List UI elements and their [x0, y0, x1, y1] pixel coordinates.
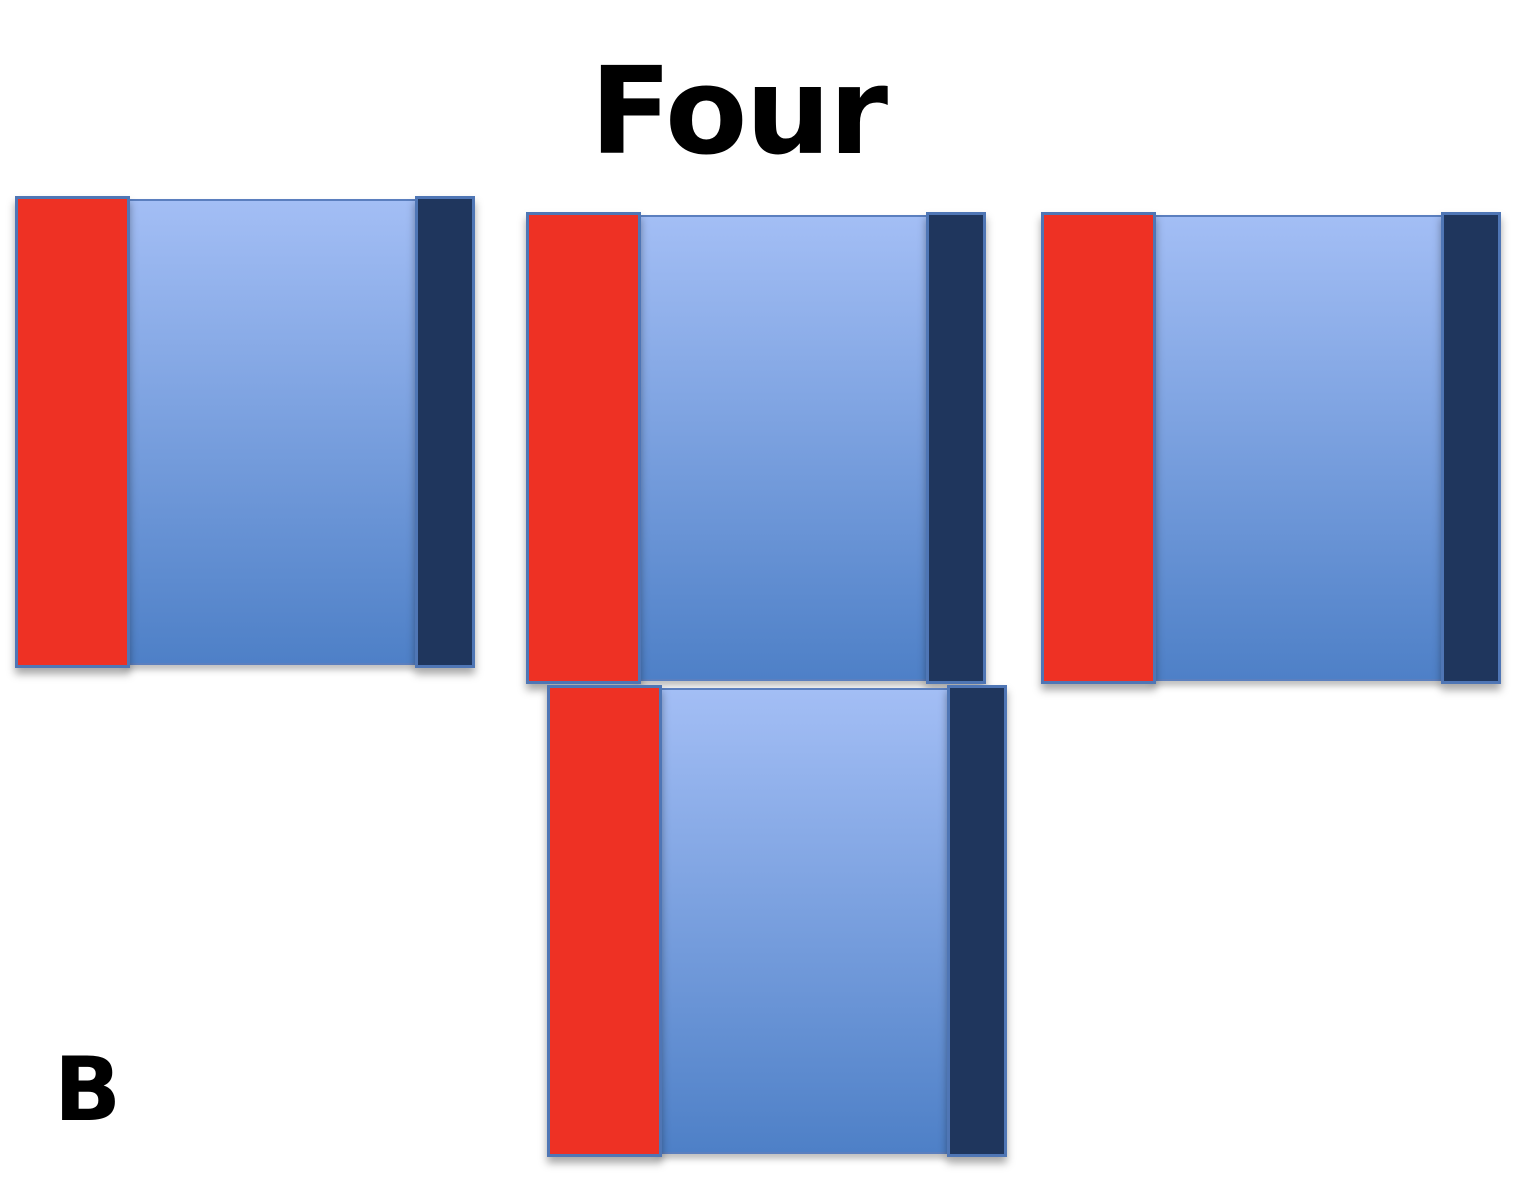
block-1-right-bar	[415, 196, 475, 668]
block-3-middle-section	[1151, 215, 1443, 681]
block-1-middle-section	[125, 199, 417, 665]
diagram-title: Four	[589, 43, 888, 182]
block-4-left-bar	[547, 685, 662, 1157]
block-3-left-bar	[1041, 212, 1156, 684]
block-1	[15, 196, 475, 668]
block-4-middle-section	[657, 688, 949, 1154]
block-4	[547, 685, 1007, 1157]
block-2-left-bar	[526, 212, 641, 684]
panel-label: B	[54, 1038, 122, 1141]
block-2	[526, 212, 986, 684]
block-1-left-bar	[15, 196, 130, 668]
block-3-right-bar	[1441, 212, 1501, 684]
block-2-middle-section	[636, 215, 928, 681]
block-2-right-bar	[926, 212, 986, 684]
block-4-right-bar	[947, 685, 1007, 1157]
block-3	[1041, 212, 1501, 684]
